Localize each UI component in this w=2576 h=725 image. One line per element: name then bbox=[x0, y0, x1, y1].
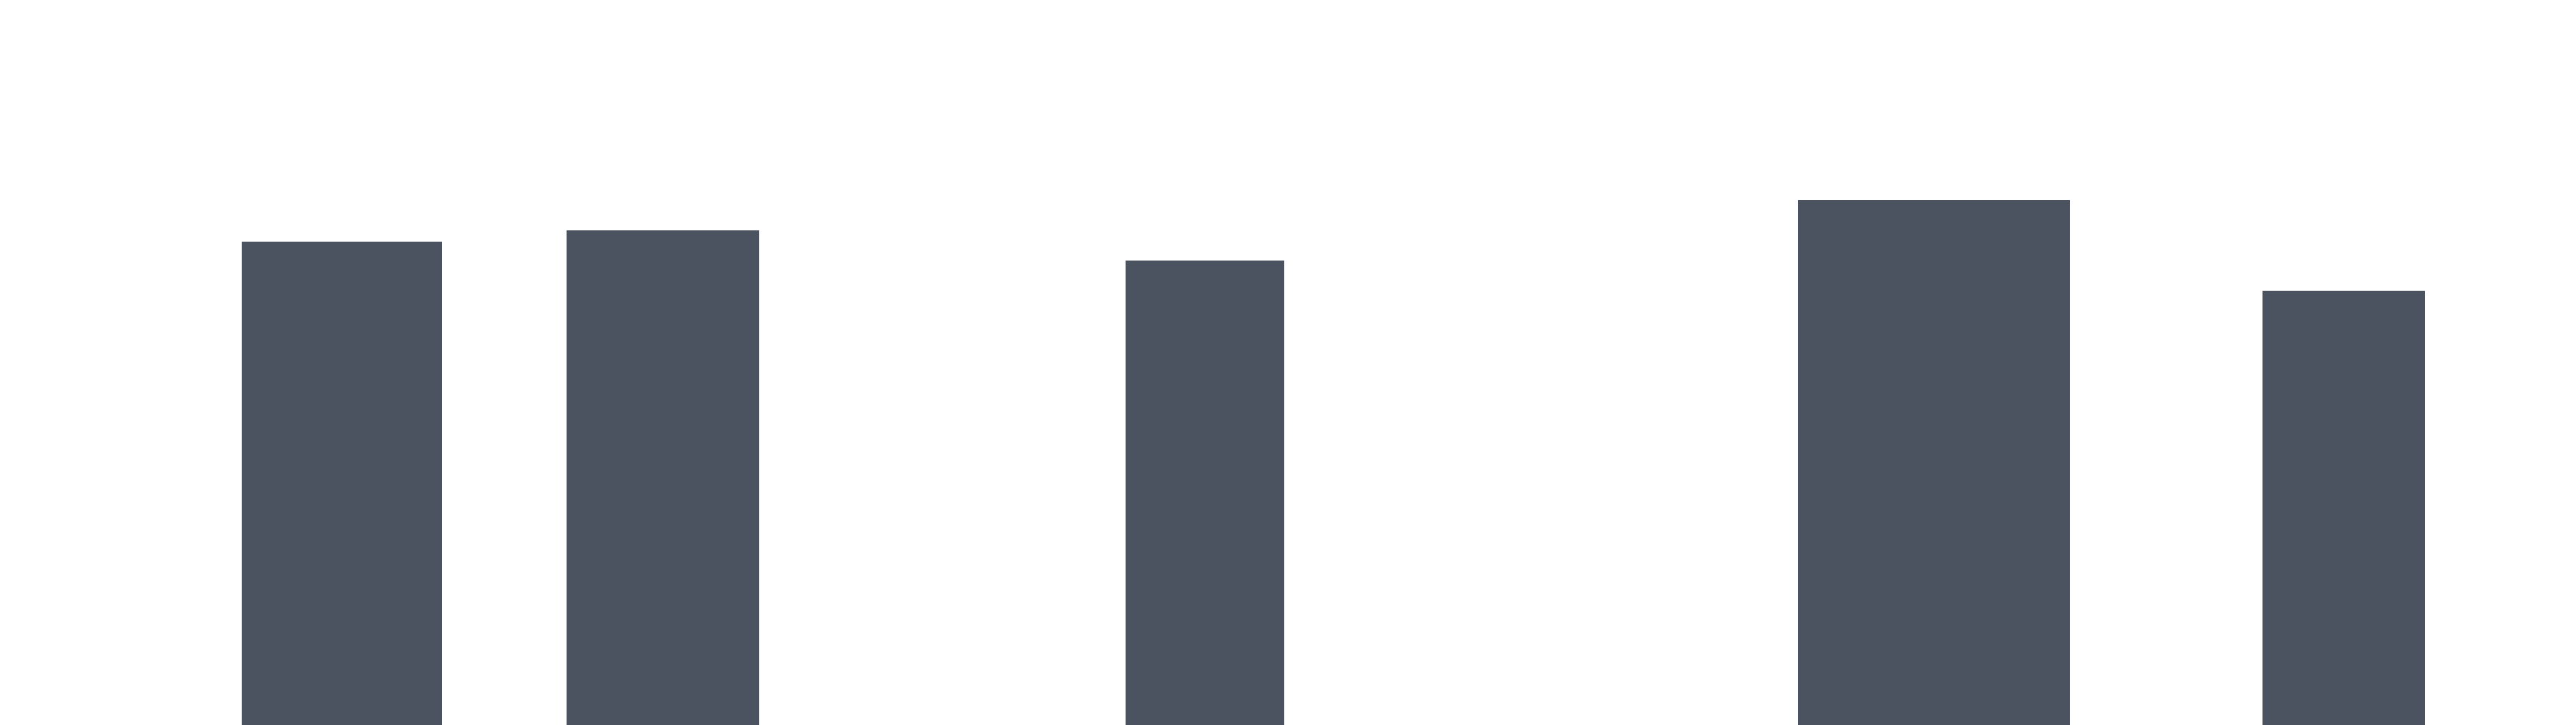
bars-group bbox=[242, 200, 2425, 725]
bar-1 bbox=[242, 242, 442, 725]
bar-2 bbox=[567, 230, 759, 725]
bar-4 bbox=[1798, 200, 2070, 725]
bar-5 bbox=[2262, 291, 2425, 725]
bar-3 bbox=[1126, 261, 1284, 725]
